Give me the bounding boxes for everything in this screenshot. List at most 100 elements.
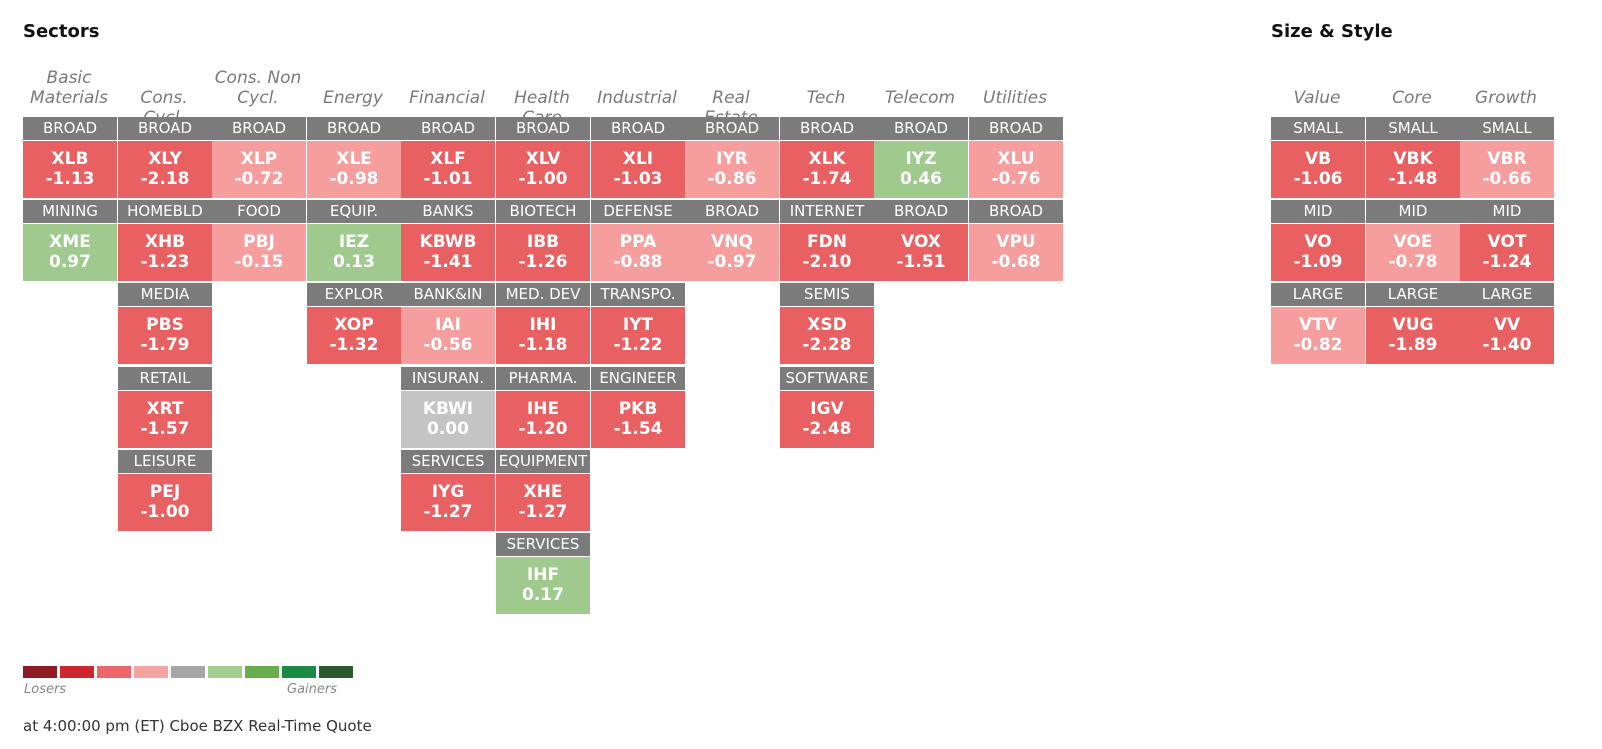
column-header: Tech [806,88,846,108]
etf-tile[interactable]: BIOTECH IBB -1.26 [496,200,590,282]
percent-change: -1.00 [140,501,190,522]
tile-category-label: INSURAN. [401,366,495,390]
tile-category-label: MID [1460,200,1554,224]
etf-tile[interactable]: LARGE VV -1.40 [1460,283,1554,365]
ticker-symbol: IYZ [905,149,937,169]
legend-swatch [97,666,131,678]
ticker-symbol: PBJ [243,232,275,253]
etf-tile[interactable]: BROAD XLI -1.03 [591,117,685,198]
ticker-symbol: XME [49,232,91,253]
tile-category-label: BROAD [496,117,590,140]
ticker-symbol: XLV [525,149,561,169]
percent-change: -2.18 [140,169,190,189]
etf-tile[interactable]: EXPLOR XOP -1.32 [307,283,401,365]
etf-tile[interactable]: INTERNET FDN -2.10 [780,200,874,282]
tile-quote: VTV -0.82 [1271,307,1365,365]
ticker-symbol: XLY [148,149,182,169]
tile-category-label: BROAD [212,117,306,140]
etf-tile[interactable]: SMALL VBK -1.48 [1366,117,1460,198]
tile-category-label: BROAD [118,117,212,140]
etf-tile[interactable]: SMALL VB -1.06 [1271,117,1365,198]
tile-category-label: LARGE [1366,283,1460,307]
percent-change: -1.54 [613,418,663,439]
etf-tile[interactable]: BROAD XLB -1.13 [23,117,117,198]
etf-tile[interactable]: BROAD VNQ -0.97 [685,200,779,282]
etf-tile[interactable]: LARGE VTV -0.82 [1271,283,1365,365]
tile-category-label: FOOD [212,200,306,224]
etf-tile[interactable]: BROAD XLE -0.98 [307,117,401,198]
color-legend [23,666,353,678]
etf-tile[interactable]: MEDIA PBS -1.79 [118,283,212,365]
percent-change: -1.13 [45,169,95,189]
etf-tile[interactable]: LARGE VUG -1.89 [1366,283,1460,365]
tile-category-label: BROAD [780,117,874,140]
etf-tile[interactable]: MID VO -1.09 [1271,200,1365,282]
etf-tile[interactable]: BROAD VOX -1.51 [874,200,968,282]
tile-quote: IYG -1.27 [401,473,495,531]
etf-tile[interactable]: BROAD IYZ 0.46 [874,117,968,198]
ticker-symbol: IBB [526,232,560,253]
etf-tile[interactable]: BROAD XLK -1.74 [780,117,874,198]
tile-category-label: BROAD [969,200,1063,224]
tile-quote: VOE -0.78 [1366,224,1460,282]
etf-tile[interactable]: BROAD XLP -0.72 [212,117,306,198]
etf-tile[interactable]: ENGINEER PKB -1.54 [591,366,685,448]
percent-change: -0.82 [1293,335,1343,356]
column-header: Growth [1475,88,1537,108]
ticker-symbol: XHE [523,481,563,502]
etf-tile[interactable]: SEMIS XSD -2.28 [780,283,874,365]
etf-tile[interactable]: BROAD XLF -1.01 [401,117,495,198]
etf-tile[interactable]: MID VOT -1.24 [1460,200,1554,282]
etf-tile[interactable]: BROAD XLU -0.76 [969,117,1063,198]
column-header: Energy [323,88,383,108]
percent-change: -1.23 [140,252,190,273]
ticker-symbol: XLF [430,149,466,169]
etf-tile[interactable]: PHARMA. IHE -1.20 [496,366,590,448]
tile-category-label: BROAD [401,117,495,140]
ticker-symbol: XLI [622,149,654,169]
tile-quote: VO -1.09 [1271,224,1365,282]
etf-tile[interactable]: LEISURE PEJ -1.00 [118,449,212,531]
etf-tile[interactable]: BANK&IN IAI -0.56 [401,283,495,365]
legend-swatch [171,666,205,678]
tile-category-label: EQUIP. [307,200,401,224]
etf-tile[interactable]: INSURAN. KBWI 0.00 [401,366,495,448]
etf-tile[interactable]: DEFENSE PPA -0.88 [591,200,685,282]
tile-category-label: SMALL [1366,117,1460,140]
etf-tile[interactable]: RETAIL XRT -1.57 [118,366,212,448]
etf-tile[interactable]: HOMEBLD XHB -1.23 [118,200,212,282]
percent-change: -1.03 [613,169,663,189]
percent-change: -2.28 [802,335,852,356]
etf-tile[interactable]: MED. DEV IHI -1.18 [496,283,590,365]
percent-change: 0.13 [333,252,375,273]
etf-tile[interactable]: BROAD XLV -1.00 [496,117,590,198]
percent-change: -1.00 [518,169,568,189]
percent-change: -1.79 [140,335,190,356]
etf-tile[interactable]: EQUIP. IEZ 0.13 [307,200,401,282]
legend-swatch [319,666,353,678]
etf-tile[interactable]: SERVICES IYG -1.27 [401,449,495,531]
etf-tile[interactable]: BROAD VPU -0.68 [969,200,1063,282]
etf-tile[interactable]: EQUIPMENT XHE -1.27 [496,449,590,531]
etf-tile[interactable]: SOFTWARE IGV -2.48 [780,366,874,448]
ticker-symbol: XHB [144,232,186,253]
tile-category-label: HOMEBLD [118,200,212,224]
tile-quote: VOT -1.24 [1460,224,1554,282]
column-header: Financial [409,88,485,108]
etf-tile[interactable]: SMALL VBR -0.66 [1460,117,1554,198]
etf-tile[interactable]: MINING XME 0.97 [23,200,117,282]
etf-tile[interactable]: TRANSPO. IYT -1.22 [591,283,685,365]
etf-tile[interactable]: SERVICES IHF 0.17 [496,533,590,614]
column-header: Cons. Non Cycl. [214,68,302,108]
etf-tile[interactable]: FOOD PBJ -0.15 [212,200,306,282]
percent-change: -0.97 [707,252,757,273]
etf-tile[interactable]: BROAD IYR -0.86 [685,117,779,198]
ticker-symbol: IHI [529,315,557,336]
etf-tile[interactable]: BANKS KBWB -1.41 [401,200,495,282]
etf-tile[interactable]: MID VOE -0.78 [1366,200,1460,282]
percent-change: -0.15 [234,252,284,273]
legend-swatch [245,666,279,678]
etf-tile[interactable]: BROAD XLY -2.18 [118,117,212,198]
percent-change: -1.40 [1482,335,1532,356]
tile-quote: XLP -0.72 [212,141,306,198]
